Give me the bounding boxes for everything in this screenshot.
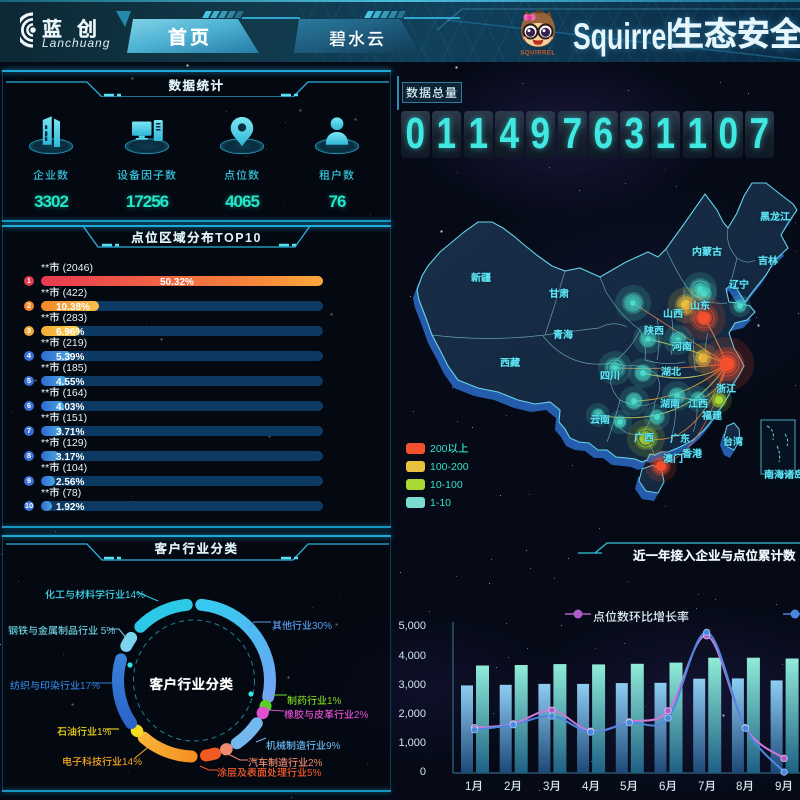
- svg-text:客户行业分类: 客户行业分类: [149, 673, 234, 693]
- svg-text:SQUIRREL: SQUIRREL: [520, 50, 555, 57]
